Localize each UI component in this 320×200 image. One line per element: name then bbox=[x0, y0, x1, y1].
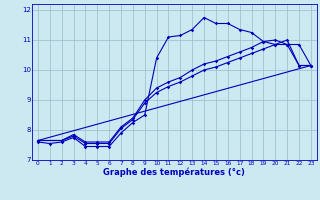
X-axis label: Graphe des températures (°c): Graphe des températures (°c) bbox=[103, 167, 245, 177]
